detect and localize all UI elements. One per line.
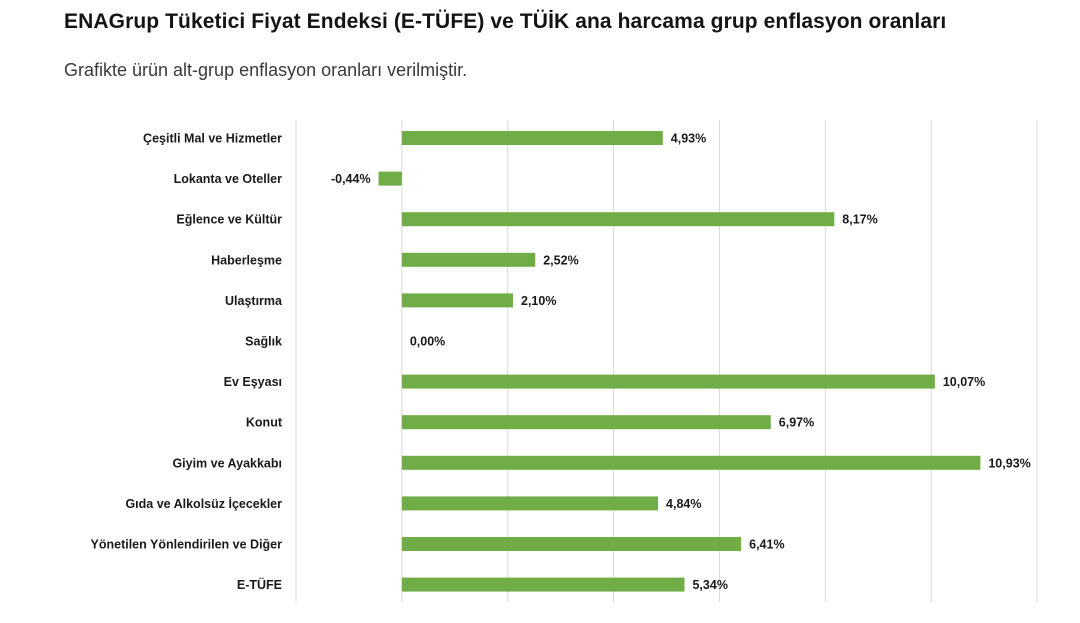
chart-title: ENAGrup Tüketici Fiyat Endeksi (E-TÜFE) …	[64, 10, 947, 33]
bar	[401, 293, 514, 308]
category-label: Yönetilen Yönlendirilen ve Diğer	[91, 538, 283, 552]
value-label: 10,93%	[988, 456, 1030, 470]
category-label: Çeşitli Mal ve Hizmetler	[143, 132, 282, 146]
value-label: 6,97%	[779, 416, 814, 430]
bar	[378, 171, 402, 186]
value-label: 2,10%	[521, 294, 556, 308]
category-labels: Çeşitli Mal ve Hizmetler Lokanta ve Otell…	[91, 132, 284, 593]
bar	[401, 496, 659, 511]
value-label: 2,52%	[543, 253, 578, 267]
gridlines	[295, 120, 1038, 602]
bar	[401, 415, 771, 430]
bars	[378, 131, 981, 592]
category-label: Giyim ve Ayakkabı	[172, 456, 282, 470]
category-label: Sağlık	[245, 335, 282, 349]
category-label: Konut	[246, 416, 283, 430]
value-label: 4,84%	[666, 497, 701, 511]
bar	[401, 374, 935, 389]
value-label: 5,34%	[692, 578, 727, 592]
value-label: 8,17%	[842, 213, 877, 227]
bar	[401, 455, 981, 470]
category-label: E-TÜFE	[237, 577, 282, 592]
value-label: 10,07%	[943, 375, 985, 389]
bar	[401, 212, 835, 227]
bar	[401, 577, 685, 592]
category-label: Ev Eşyası	[224, 375, 282, 389]
value-label: 6,41%	[749, 538, 784, 552]
value-labels: 4,93% -0,44% 8,17% 2,52% 2,10% 0,00% 10,07% 6,9…	[331, 132, 1031, 593]
bar	[401, 537, 742, 551]
chart-subtitle: Grafikte ürün alt-grup enflasyon oranlar…	[64, 60, 468, 80]
value-label: 4,93%	[671, 132, 706, 146]
bar	[401, 252, 536, 267]
value-label: -0,44%	[331, 172, 371, 186]
value-label: 0,00%	[410, 335, 445, 349]
category-label: Lokanta ve Oteller	[174, 172, 283, 186]
category-label: Gıda ve Alkolsüz İçecekler	[125, 496, 282, 511]
bar	[401, 131, 663, 145]
category-label: Haberleşme	[211, 253, 282, 267]
category-label: Ulaştırma	[225, 294, 283, 308]
category-label: Eğlence ve Kültür	[176, 213, 282, 227]
